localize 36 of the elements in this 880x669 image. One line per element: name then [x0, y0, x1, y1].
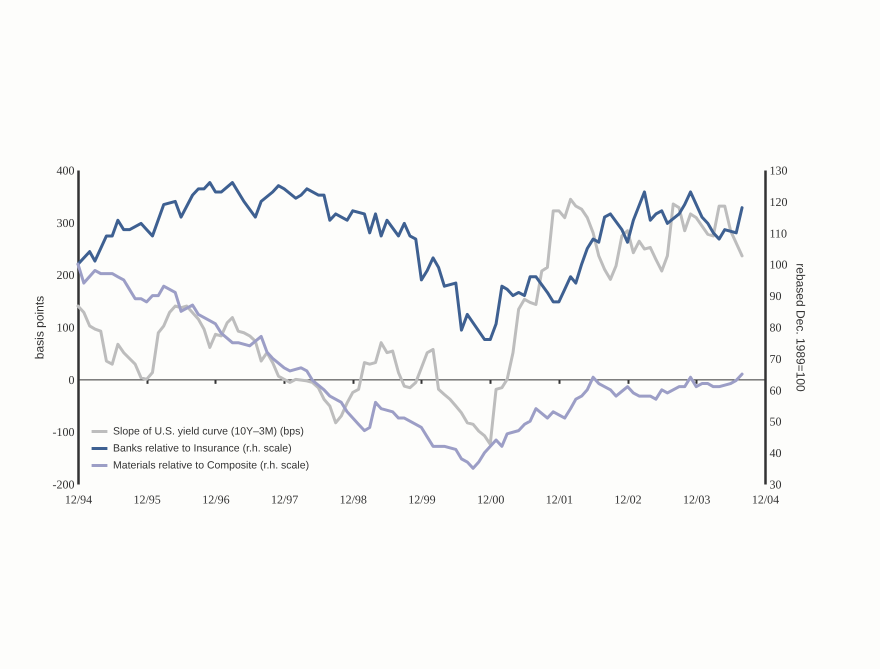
legend-label: Banks relative to Insurance (r.h. scale) — [113, 442, 292, 454]
x-tick-label: 12/96 — [202, 492, 230, 506]
x-tick-label: 12/97 — [270, 492, 298, 506]
y2-tick-label: 90 — [770, 289, 782, 304]
x-tick-label: 12/95 — [133, 492, 161, 506]
y2-tick-label: 110 — [770, 226, 788, 240]
y-tick-label: 100 — [56, 320, 74, 334]
x-tick-label: 12/00 — [477, 492, 504, 506]
y2-tick-label: 100 — [770, 258, 788, 272]
y2-tick-label: 50 — [770, 414, 782, 429]
line-series — [76, 262, 744, 470]
y2-tick-label: 40 — [770, 446, 782, 460]
x-tick-label: 12/01 — [546, 492, 574, 506]
y-axis-title: basis points — [32, 296, 47, 360]
x-tick-label: 12/98 — [340, 492, 367, 506]
x-tick-label: 12/04 — [752, 492, 780, 506]
y-tick-label: 200 — [56, 268, 74, 282]
line-series — [76, 181, 744, 342]
y-tick-label: 300 — [56, 216, 74, 230]
y2-tick-label: 70 — [770, 352, 782, 366]
y-tick-label: -200 — [52, 478, 74, 492]
x-tick-label: 12/94 — [64, 492, 92, 506]
y2-axis-title: rebased Dec. 1989=100 — [794, 263, 808, 392]
x-tick-label: 12/03 — [682, 492, 710, 506]
y-tick-label: 400 — [56, 164, 74, 178]
x-tick-label: 12/02 — [614, 492, 642, 506]
y-tick-label: 0 — [68, 372, 74, 387]
y-tick-label: -100 — [52, 425, 74, 440]
y2-tick-label: 80 — [770, 320, 782, 334]
y2-tick-label: 60 — [770, 383, 782, 398]
y2-tick-label: 30 — [770, 478, 782, 492]
x-tick-label: 12/99 — [408, 492, 436, 506]
y2-tick-label: 120 — [770, 194, 788, 209]
legend-label: Materials relative to Composite (r.h. scale) — [113, 460, 310, 472]
legend-label: Slope of U.S. yield curve (10Y–3M) (bps) — [113, 426, 304, 438]
y2-tick-label: 130 — [770, 164, 788, 178]
